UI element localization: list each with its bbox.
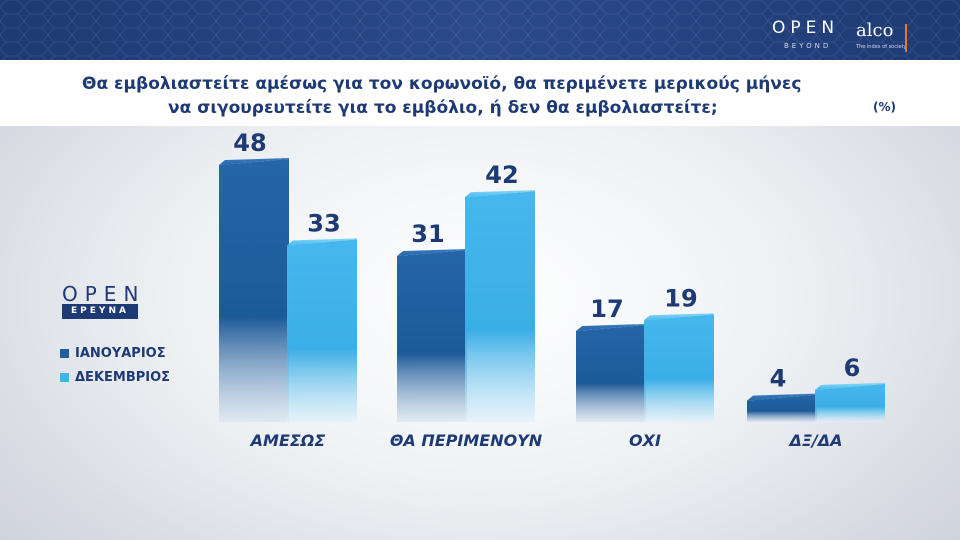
data-label-december-1: 42 xyxy=(485,161,518,189)
legend-label-january: ΙΑΝΟΥΑΡΙΟΣ xyxy=(75,346,166,361)
data-label-december-2: 19 xyxy=(664,284,697,312)
category-label-3: ΔΞ/ΔΑ xyxy=(787,431,842,450)
data-label-january-2: 17 xyxy=(590,295,623,323)
open-ereyna-logo: OPEN xyxy=(62,282,146,306)
chart-title-line2: να σιγουρευτείτε για το εμβόλιο, ή δεν θ… xyxy=(168,98,718,118)
data-label-december-3: 6 xyxy=(844,354,861,382)
legend-item-december: ΔΕΚΕΜΒΡΙΟΣ xyxy=(60,370,170,385)
chart-title-line1: Θα εμβολιαστείτε αμέσως για τον κορωνοϊό… xyxy=(82,74,802,94)
category-label-0: ΑΜΕΣΩΣ xyxy=(249,431,326,450)
legend-swatch-december xyxy=(60,373,69,382)
bar-january-3 xyxy=(747,394,817,422)
bar-cap-january-3 xyxy=(747,393,817,401)
bar-cap-december-3 xyxy=(815,382,885,390)
legend-swatch-january xyxy=(60,349,69,358)
bar-december-1 xyxy=(465,191,535,422)
data-label-january-3: 4 xyxy=(770,365,787,393)
bar-january-0 xyxy=(219,159,289,422)
bar-cap-december-0 xyxy=(287,238,357,246)
category-label-2: ΟΧΙ xyxy=(629,431,661,450)
data-label-january-0: 48 xyxy=(233,129,266,157)
header-pattern xyxy=(0,0,960,60)
alco-tagline: The index of society xyxy=(856,44,907,50)
header-bar: OPEN BEYOND alco The index of society xyxy=(0,0,960,60)
bar-cap-january-2 xyxy=(576,323,646,331)
bar-cap-january-1 xyxy=(397,249,467,257)
title-box xyxy=(0,60,960,126)
legend-item-january: ΙΑΝΟΥΑΡΙΟΣ xyxy=(60,346,166,361)
bar-january-2 xyxy=(576,324,646,422)
bar-december-3 xyxy=(815,383,885,422)
bar-december-2 xyxy=(644,314,714,422)
alco-accent-bar xyxy=(905,24,907,52)
data-label-december-0: 33 xyxy=(307,209,340,237)
bar-cap-december-2 xyxy=(644,313,714,321)
bar-january-1 xyxy=(397,250,467,422)
alco-logo: alco xyxy=(856,20,894,41)
legend-label-december: ΔΕΚΕΜΒΡΙΟΣ xyxy=(75,370,171,385)
bar-cap-january-0 xyxy=(219,158,289,165)
category-label-1: ΘΑ ΠΕΡΙΜΕΝΟΥΝ xyxy=(390,431,543,450)
data-label-january-1: 31 xyxy=(411,220,444,248)
open-logo: OPEN xyxy=(772,18,840,38)
bar-cap-december-1 xyxy=(465,190,535,198)
open-beyond-label: BEYOND xyxy=(784,42,832,50)
unit-label: (%) xyxy=(873,100,896,114)
bar-december-0 xyxy=(287,239,357,422)
ereyna-tag: ΕΡΕΥΝΑ xyxy=(62,304,138,319)
